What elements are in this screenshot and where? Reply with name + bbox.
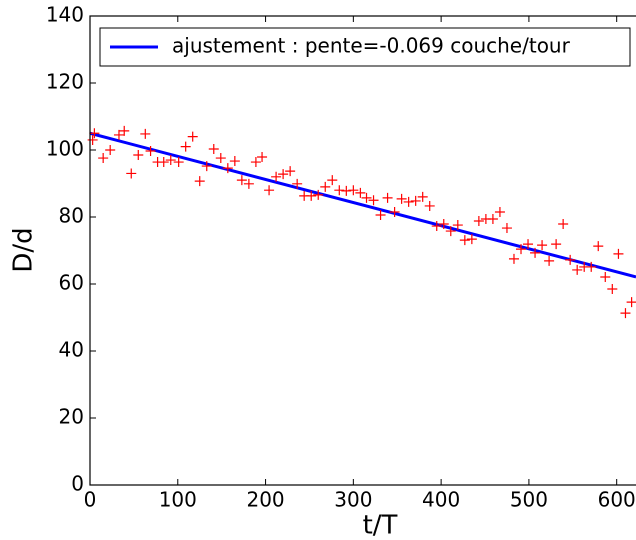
- data-point: [243, 178, 254, 189]
- data-point: [341, 185, 352, 196]
- data-point: [264, 185, 275, 196]
- y-tick-label: 80: [59, 204, 84, 228]
- data-point: [537, 240, 548, 251]
- data-point: [530, 247, 541, 258]
- legend-label: ajustement : pente=-0.069 couche/tour: [172, 34, 571, 58]
- data-point: [516, 244, 527, 255]
- data-point: [89, 128, 100, 139]
- y-tick-label: 140: [46, 3, 84, 27]
- x-axis-label: t/T: [363, 511, 398, 540]
- data-point: [158, 157, 169, 168]
- data-point: [215, 153, 226, 164]
- data-point: [410, 195, 421, 206]
- data-point: [424, 200, 435, 211]
- data-point: [222, 163, 233, 174]
- data-point: [607, 284, 618, 295]
- data-point: [544, 255, 555, 266]
- x-tick-label: 0: [84, 488, 97, 512]
- data-point: [523, 239, 534, 250]
- data-point: [558, 219, 569, 230]
- data-point: [292, 178, 303, 189]
- data-point: [593, 241, 604, 252]
- legend-box: [99, 27, 631, 67]
- data-point: [126, 168, 137, 179]
- data-point: [105, 145, 116, 155]
- data-point: [620, 308, 631, 319]
- data-point: [473, 216, 484, 227]
- y-tick-label: 20: [59, 405, 84, 429]
- data-point: [452, 220, 463, 231]
- data-point: [626, 297, 636, 308]
- data-point: [334, 185, 345, 196]
- data-point: [285, 166, 296, 177]
- data-point: [431, 221, 442, 232]
- data-point: [306, 190, 317, 201]
- data-point: [494, 206, 505, 217]
- data-point: [565, 254, 576, 265]
- data-point: [257, 152, 268, 163]
- data-point: [145, 146, 156, 157]
- y-tick-label: 40: [59, 338, 84, 362]
- data-point: [551, 239, 562, 250]
- x-tick-label: 400: [422, 488, 460, 512]
- data-point: [113, 129, 124, 140]
- data-point: [140, 128, 151, 139]
- y-tick-label: 120: [46, 70, 84, 94]
- data-point: [417, 191, 428, 202]
- data-point: [229, 156, 240, 167]
- data-point: [396, 193, 407, 204]
- x-tick-label: 500: [510, 488, 548, 512]
- data-point: [466, 234, 477, 245]
- data-point: [501, 223, 512, 234]
- data-point: [250, 157, 261, 168]
- data-point: [586, 261, 597, 272]
- data-point: [375, 209, 386, 220]
- data-point: [348, 185, 359, 196]
- data-point: [600, 271, 611, 282]
- data-point: [572, 264, 583, 275]
- data-point: [508, 253, 519, 264]
- data-point: [194, 176, 205, 187]
- data-point: [87, 134, 98, 145]
- data-point: [173, 157, 184, 168]
- data-point: [165, 155, 176, 166]
- x-tick-label: 100: [159, 488, 197, 512]
- data-point: [403, 196, 414, 207]
- x-tick-label: 300: [334, 488, 372, 512]
- data-point: [368, 195, 379, 206]
- data-point: [320, 181, 331, 192]
- data-point: [313, 189, 324, 200]
- x-tick-label: 600: [598, 488, 636, 512]
- data-point: [133, 150, 144, 161]
- y-tick-label: 0: [71, 472, 84, 496]
- data-point: [208, 143, 219, 154]
- data-point: [438, 219, 449, 230]
- x-tick-label: 200: [246, 488, 284, 512]
- data-point: [355, 187, 366, 198]
- data-point: [459, 235, 470, 246]
- data-point: [180, 141, 191, 152]
- fit-line: [89, 131, 636, 279]
- y-tick-label: 60: [59, 271, 84, 295]
- data-point: [487, 214, 498, 225]
- data-point: [389, 206, 400, 217]
- data-point: [382, 192, 393, 203]
- data-point: [119, 125, 130, 136]
- data-point: [236, 175, 247, 186]
- data-point: [445, 226, 456, 237]
- y-axis-label: D/d: [9, 227, 39, 272]
- data-point: [98, 153, 109, 164]
- data-point: [361, 192, 372, 203]
- y-tick-label: 100: [46, 137, 84, 161]
- data-point: [327, 175, 338, 186]
- data-point: [278, 169, 289, 180]
- data-point: [201, 161, 212, 172]
- plot-frame: [89, 15, 636, 486]
- data-point: [271, 171, 282, 182]
- data-point: [613, 248, 624, 259]
- data-point: [187, 131, 198, 142]
